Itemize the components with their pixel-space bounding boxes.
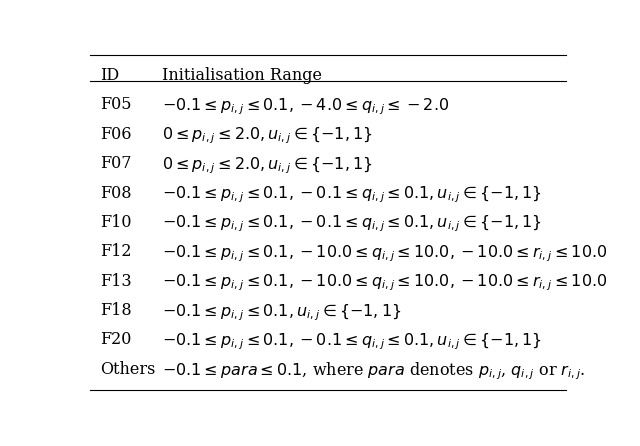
Text: $-0.1 \leq p_{i,j} \leq 0.1, -0.1 \leq q_{i,j} \leq 0.1, u_{i,j} \in \{-1, 1\}$: $-0.1 \leq p_{i,j} \leq 0.1, -0.1 \leq q… (162, 185, 542, 205)
Text: $-0.1 \leq p_{i,j} \leq 0.1, u_{i,j} \in \{-1, 1\}$: $-0.1 \leq p_{i,j} \leq 0.1, u_{i,j} \in… (162, 302, 401, 322)
Text: F10: F10 (100, 214, 131, 231)
Text: F13: F13 (100, 273, 131, 289)
Text: $-0.1 \leq p_{i,j} \leq 0.1, -10.0 \leq q_{i,j} \leq 10.0, -10.0 \leq r_{i,j} \l: $-0.1 \leq p_{i,j} \leq 0.1, -10.0 \leq … (162, 273, 607, 293)
Text: F08: F08 (100, 185, 131, 202)
Text: F18: F18 (100, 302, 131, 319)
Text: ID: ID (100, 67, 119, 84)
Text: F05: F05 (100, 96, 131, 113)
Text: F07: F07 (100, 155, 131, 172)
Text: F20: F20 (100, 331, 131, 348)
Text: $-0.1 \leq p_{i,j} \leq 0.1, -10.0 \leq q_{i,j} \leq 10.0, -10.0 \leq r_{i,j} \l: $-0.1 \leq p_{i,j} \leq 0.1, -10.0 \leq … (162, 243, 607, 264)
Text: $-0.1 \leq p_{i,j} \leq 0.1, -0.1 \leq q_{i,j} \leq 0.1, u_{i,j} \in \{-1, 1\}$: $-0.1 \leq p_{i,j} \leq 0.1, -0.1 \leq q… (162, 331, 542, 352)
Text: F12: F12 (100, 243, 131, 260)
Text: $0 \leq p_{i,j} \leq 2.0, u_{i,j} \in \{-1, 1\}$: $0 \leq p_{i,j} \leq 2.0, u_{i,j} \in \{… (162, 126, 372, 146)
Text: $-0.1 \leq p_{i,j} \leq 0.1, -4.0 \leq q_{i,j} \leq -2.0$: $-0.1 \leq p_{i,j} \leq 0.1, -4.0 \leq q… (162, 96, 449, 117)
Text: Others: Others (100, 361, 156, 378)
Text: Initialisation Range: Initialisation Range (162, 67, 322, 84)
Text: $0 \leq p_{i,j} \leq 2.0, u_{i,j} \in \{-1, 1\}$: $0 \leq p_{i,j} \leq 2.0, u_{i,j} \in \{… (162, 155, 372, 176)
Text: $-0.1 \leq \mathit{para} \leq 0.1$, where $\mathit{para}$ denotes $p_{i,j}$, $q_: $-0.1 \leq \mathit{para} \leq 0.1$, wher… (162, 361, 585, 382)
Text: F06: F06 (100, 126, 131, 143)
Text: $-0.1 \leq p_{i,j} \leq 0.1, -0.1 \leq q_{i,j} \leq 0.1, u_{i,j} \in \{-1, 1\}$: $-0.1 \leq p_{i,j} \leq 0.1, -0.1 \leq q… (162, 214, 542, 235)
